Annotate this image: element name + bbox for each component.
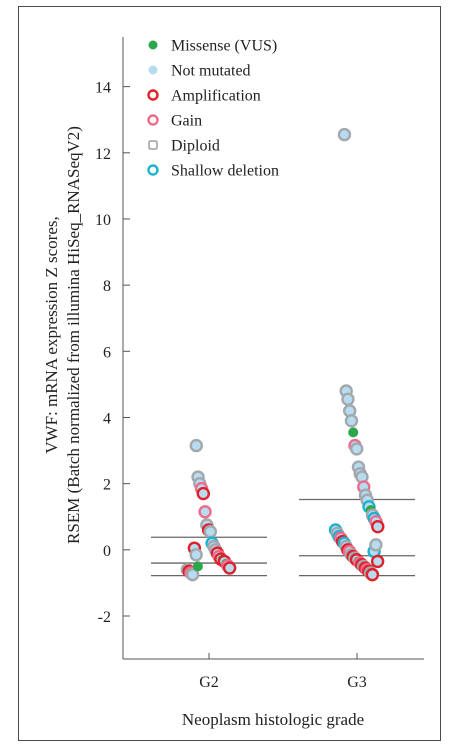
legend-marker-4	[148, 140, 158, 150]
point-g3-missense	[348, 427, 359, 438]
y-tick-label: 12	[95, 146, 111, 163]
y-axis-label: VWF: mRNA expression Z scores, RSEM (Bat…	[42, 126, 83, 544]
point-g3-amp	[370, 554, 385, 569]
scatter-plot: VWF: mRNA expression Z scores, RSEM (Bat…	[42, 37, 424, 729]
point-g2-missense	[192, 561, 203, 572]
y-tick-label: 4	[103, 410, 111, 427]
point-g3-amp	[365, 567, 380, 582]
point-g3-diploid	[350, 442, 364, 456]
point-g2-gain	[198, 505, 212, 519]
point-g3-diploid	[337, 127, 352, 142]
point-g3-amp	[371, 519, 385, 534]
point-g3-diploid	[344, 414, 359, 428]
legend-label: Not mutated	[171, 63, 251, 80]
y-tick-label: 6	[103, 344, 111, 361]
legend-label: Amplification	[171, 88, 261, 105]
legend: Missense (VUS) Not mutated Amplification Ga…	[147, 38, 279, 180]
y-tick-label: 0	[103, 543, 111, 560]
point-g2-diploid	[185, 567, 200, 582]
point-g2-diploid	[203, 524, 218, 539]
y-tick-label: 10	[95, 212, 111, 229]
chart-frame: VWF: mRNA expression Z scores, RSEM (Bat…	[18, 6, 441, 741]
y-axis-label-line1: VWF: mRNA expression Z scores,	[42, 216, 61, 454]
legend-marker-1	[148, 65, 158, 75]
legend-label: Shallow deletion	[171, 163, 279, 180]
y-axis-label-line2: RSEM (Batch normalized from illumina HiS…	[64, 126, 83, 544]
x-tick-label: G3	[347, 674, 367, 691]
y-tick-label: 2	[103, 477, 111, 494]
legend-label: Missense (VUS)	[171, 38, 277, 55]
legend-marker-2	[147, 89, 159, 101]
data-points	[180, 127, 385, 582]
y-tick-label: -2	[98, 609, 111, 626]
y-tick-label: 8	[103, 278, 111, 295]
y-tick-label: 14	[95, 80, 111, 97]
x-axis-ticks: G2 G3	[199, 653, 367, 691]
point-g2-diploid	[189, 548, 203, 562]
legend-label: Diploid	[171, 138, 220, 155]
point-g2-diploid	[189, 438, 203, 453]
x-axis-label: Neoplasm histologic grade	[182, 710, 364, 729]
x-tick-label: G2	[199, 674, 219, 691]
point-g2-amp	[196, 486, 211, 501]
point-g3-diploid	[341, 392, 355, 406]
legend-marker-5	[147, 164, 159, 176]
y-axis-ticks: 14 12 10 8 6 4 2 0 -2	[95, 80, 130, 626]
legend-marker-3	[147, 114, 159, 126]
legend-marker-0	[148, 40, 158, 50]
point-g2-amp	[222, 561, 237, 575]
legend-label: Gain	[171, 113, 202, 130]
point-g3-diploid	[369, 538, 383, 552]
